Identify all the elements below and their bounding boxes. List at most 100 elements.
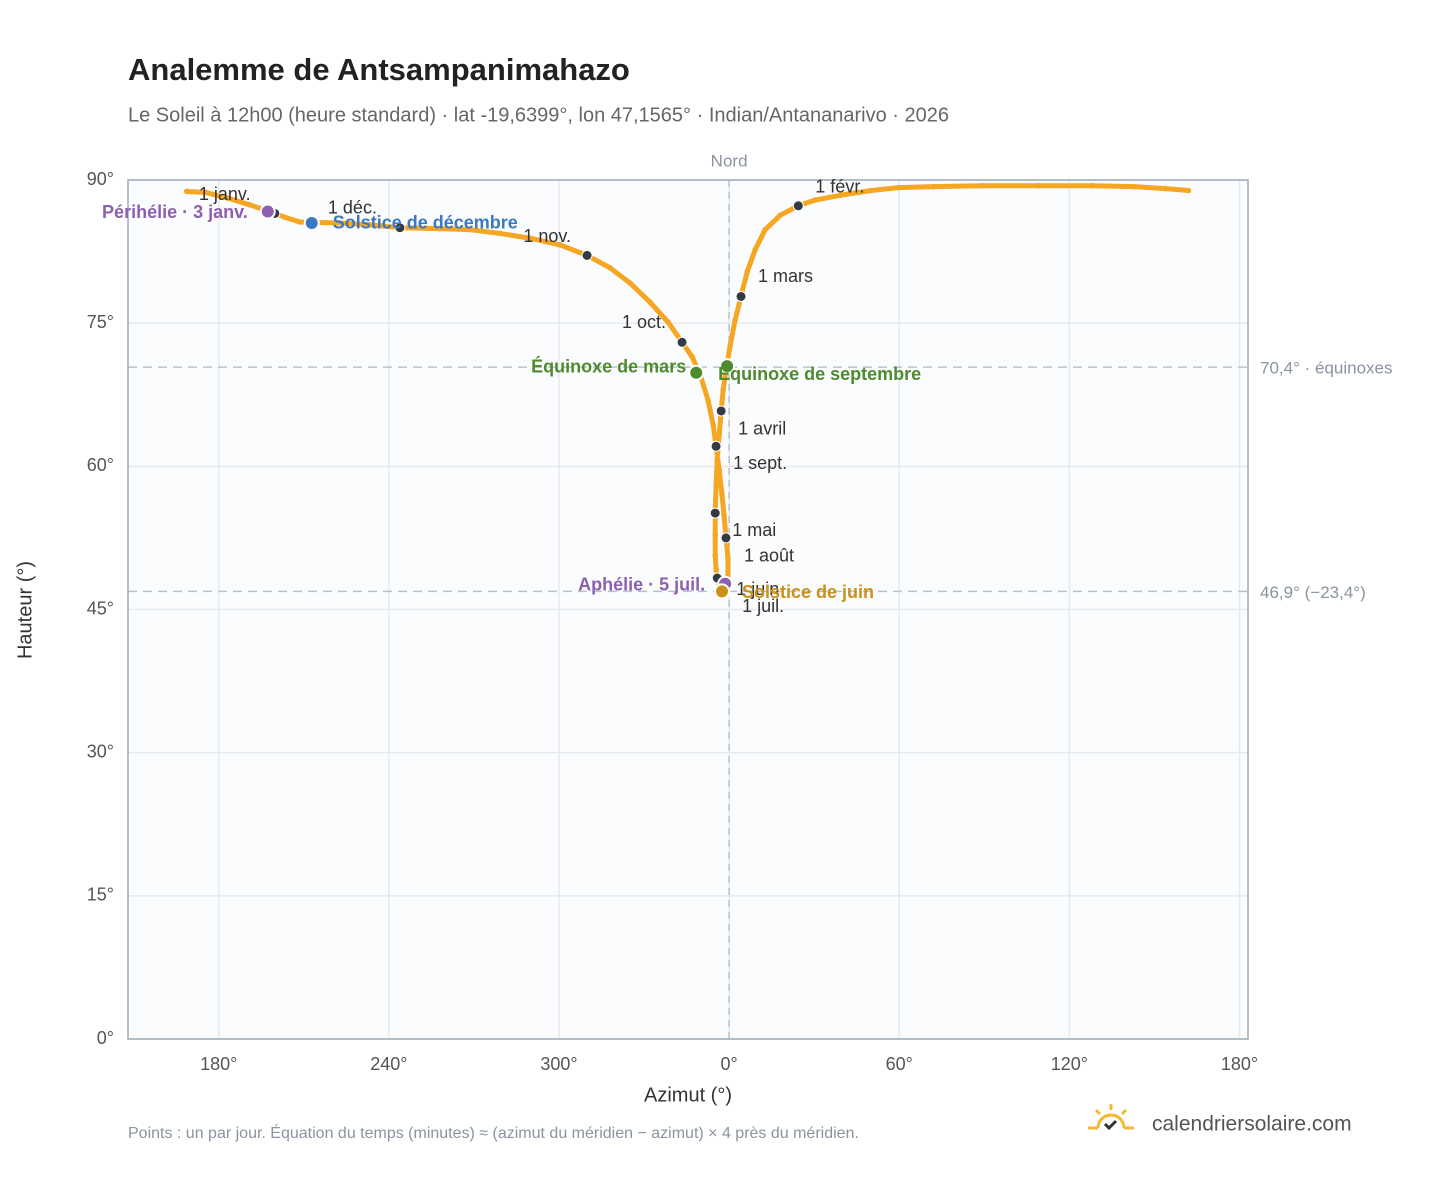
y-axis-label: Hauteur (°): [14, 561, 36, 659]
month-label: 1 sept.: [733, 453, 787, 473]
y-tick-label: 0°: [97, 1028, 114, 1048]
day-point: [752, 246, 758, 253]
month-label: 1 nov.: [523, 226, 571, 246]
day-point: [705, 397, 711, 404]
event-label: Solstice de décembre: [333, 213, 518, 233]
month-marker: [581, 249, 593, 261]
x-tick-label: 120°: [1051, 1054, 1088, 1074]
event-marker: [259, 203, 276, 220]
day-point: [721, 512, 727, 518]
month-label: 1 avril: [738, 419, 786, 439]
month-label: 1 juil.: [742, 596, 784, 616]
footnote: Points : un par jour. Équation du temps …: [128, 1123, 859, 1142]
day-point: [607, 265, 613, 271]
day-point: [720, 387, 726, 393]
day-point: [930, 183, 937, 190]
y-tick-label: 30°: [87, 741, 114, 761]
month-label: 1 déc.: [328, 197, 377, 217]
event-label: Solstice de juin: [742, 582, 874, 602]
day-point: [716, 467, 722, 473]
day-point: [367, 222, 373, 228]
month-label: 1 févr.: [815, 177, 864, 197]
day-point: [1035, 182, 1042, 189]
day-point: [1162, 185, 1169, 192]
month-marker: [792, 200, 804, 212]
event-marker: [303, 214, 320, 231]
day-point: [762, 226, 768, 233]
day-point: [710, 422, 717, 429]
month-marker: [735, 290, 747, 302]
brand-logo: [1088, 1104, 1134, 1131]
day-point: [714, 456, 721, 463]
day-point: [713, 565, 719, 572]
y-tick-label: 45°: [87, 598, 114, 618]
month-label: 1 août: [744, 546, 794, 566]
y-tick-label: 90°: [87, 169, 114, 189]
day-point: [812, 197, 819, 203]
day-point: [467, 226, 473, 233]
event-label: Périhélie · 3 janv.: [102, 202, 248, 222]
y-tick-label: 75°: [87, 312, 114, 332]
day-point: [712, 532, 719, 538]
plot-frame: [127, 179, 1249, 1040]
month-marker: [676, 336, 688, 348]
day-point: [689, 353, 695, 360]
chart-title: Analemme de Antsampanimahazo: [128, 52, 630, 87]
month-label: 1 mai: [732, 520, 776, 540]
event-marker: [719, 358, 736, 375]
brand: calendriersolaire.com: [1152, 1113, 1352, 1136]
day-point: [665, 319, 671, 326]
event-label: Aphélie · 5 juil.: [578, 574, 705, 594]
day-point: [719, 492, 725, 498]
month-label: 1 mars: [758, 266, 813, 286]
chart-subtitle: Le Soleil à 12h00 (heure standard) · lat…: [128, 104, 949, 126]
x-tick-label: 240°: [370, 1054, 407, 1074]
day-point: [744, 268, 751, 275]
y-tick-label: 60°: [87, 455, 114, 475]
day-point: [895, 184, 902, 191]
day-point: [202, 189, 209, 196]
month-marker: [720, 532, 732, 544]
x-tick-label: 180°: [200, 1054, 237, 1074]
reference-label: 70,4° · équinoxes: [1260, 359, 1393, 378]
month-marker: [710, 440, 722, 452]
day-point: [727, 342, 734, 348]
day-point: [732, 317, 738, 324]
day-point: [713, 484, 719, 491]
day-point: [183, 188, 190, 195]
day-point: [246, 202, 253, 208]
month-label: 1 oct.: [622, 312, 666, 332]
x-tick-label: 0°: [721, 1054, 738, 1074]
event-marker: [688, 364, 705, 381]
day-point: [497, 230, 503, 237]
event-label: Équinoxe de mars: [531, 356, 686, 377]
day-point: [1089, 182, 1096, 189]
day-point: [837, 192, 844, 199]
x-tick-label: 60°: [886, 1054, 913, 1074]
y-tick-label: 15°: [87, 885, 114, 905]
north-label: Nord: [711, 151, 748, 170]
x-tick-label: 180°: [1221, 1054, 1258, 1074]
day-point: [647, 299, 653, 305]
event-marker: [714, 583, 731, 600]
month-marker: [394, 222, 406, 234]
month-marker: [709, 507, 721, 519]
day-point: [716, 432, 722, 438]
month-label: 1 juin: [736, 579, 779, 599]
month-label: 1 janv.: [199, 184, 251, 204]
day-point: [437, 225, 443, 232]
day-point: [725, 555, 731, 561]
day-point: [337, 220, 343, 226]
day-point: [282, 214, 288, 221]
day-point: [868, 187, 874, 194]
day-point: [979, 182, 986, 189]
x-axis-label: Azimut (°): [644, 1084, 732, 1106]
day-point: [557, 242, 563, 248]
day-point: [777, 212, 783, 219]
day-point: [712, 552, 719, 558]
day-point: [297, 219, 303, 225]
day-point: [527, 235, 533, 242]
day-point: [1185, 187, 1192, 194]
day-point: [627, 280, 633, 286]
